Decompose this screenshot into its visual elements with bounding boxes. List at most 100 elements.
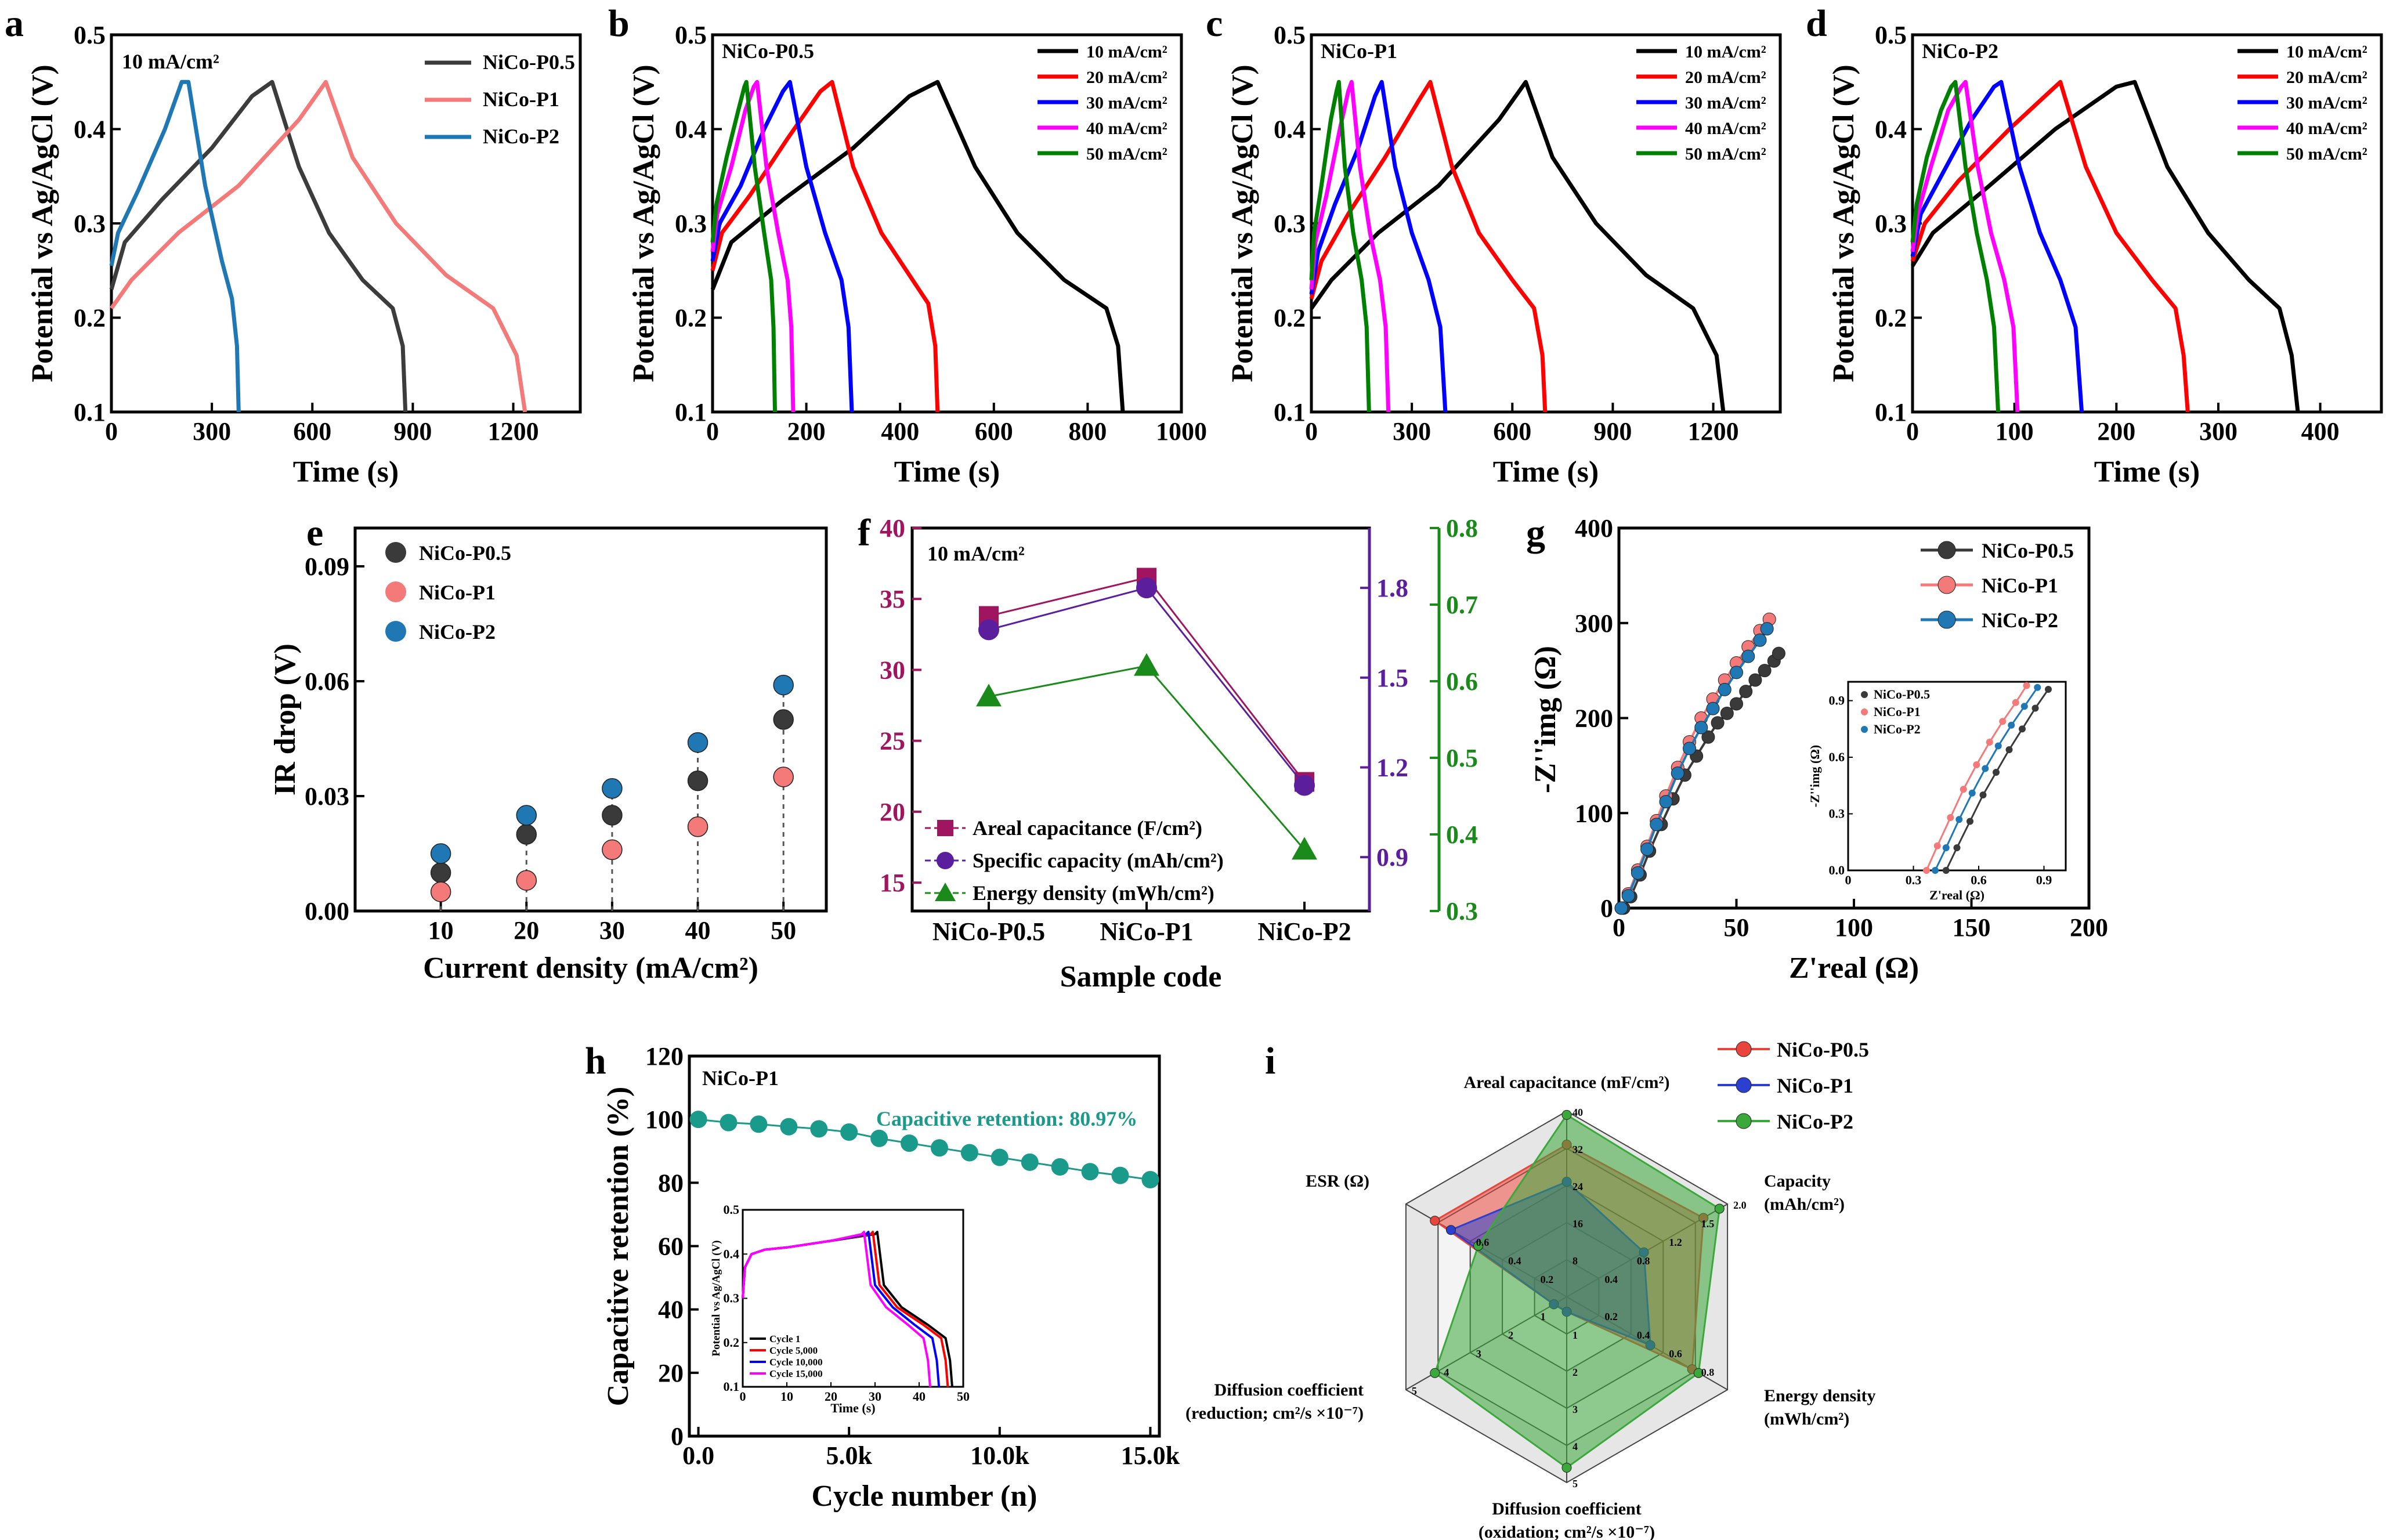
panel-f-annotation: 10 mA/cm²	[927, 542, 1025, 565]
data-point	[1720, 706, 1734, 720]
data-point	[1614, 901, 1628, 915]
x-tick-label: 10	[780, 1389, 793, 1404]
series-line	[1910, 79, 2190, 413]
panel-d-legend: 10 mA/cm² 20 mA/cm² 30 mA/cm² 40 mA/cm² 50 m…	[2237, 42, 2367, 164]
panel-c-annotation: NiCo-P1	[1321, 39, 1397, 63]
x-tick-label: 800	[1068, 417, 1107, 446]
data-point	[1021, 1153, 1039, 1171]
data-point	[602, 778, 623, 799]
data-point	[750, 1115, 768, 1133]
data-point	[1741, 649, 1755, 663]
data-point	[1718, 682, 1732, 696]
panel-g-ticks: 0 50 100 150 200 0 100 200 300 400	[1575, 514, 2108, 942]
legend-label: 10 mA/cm²	[2286, 42, 2367, 62]
panel-c-series	[1309, 79, 1726, 413]
y-tick-label: 20	[658, 1359, 684, 1387]
y-tick-label: 0.7	[1446, 591, 1478, 619]
y-tick-label: 0.1	[724, 1379, 740, 1394]
inset-line	[742, 1231, 931, 1387]
panel-letters: a b c d e f g h i	[5, 2, 1827, 1082]
panel-e-ylabel: IR drop (V)	[269, 644, 302, 796]
series-line	[110, 79, 527, 413]
y-tick-label: 0.3	[1875, 209, 1907, 238]
panel-letter-g: g	[1526, 512, 1545, 554]
inset-legend-label: Cycle 15,000	[769, 1368, 823, 1379]
y-tick-label: 60	[658, 1232, 684, 1261]
x-tick-label: 30	[599, 916, 625, 945]
y-tick-label: 0.4	[1274, 115, 1306, 144]
x-tick-label: 50	[771, 916, 796, 945]
radar-tick-label: 0.4	[1508, 1255, 1521, 1267]
x-tick-label: 0	[1906, 417, 1919, 446]
y-tick-label: 0.4	[724, 1246, 740, 1261]
series-line	[1910, 79, 2000, 413]
data-point	[687, 732, 708, 753]
radar-axis-label: Diffusion coefficient (oxidation; cm²/s ×…	[1479, 1499, 1655, 1540]
data-point	[1753, 633, 1767, 647]
panel-g-inset: 0 0.3 0.6 0.9 0.0 0.3 0.6 0.9 NiCo-P0.5 NiCo-P1 Ni…	[1808, 682, 2052, 902]
y-tick-label: 20	[880, 798, 905, 826]
radar-axis-label-line: (reduction; cm²/s ×10⁻⁷)	[1185, 1404, 1364, 1423]
data-point	[773, 674, 794, 696]
data-point	[901, 1134, 919, 1152]
legend-label: NiCo-P0.5	[419, 541, 511, 565]
data-point	[602, 839, 623, 861]
data-point	[1772, 646, 1785, 660]
y-tick-label: 0.5	[74, 21, 106, 49]
radar-tick-label: 0.6	[1476, 1237, 1490, 1248]
y-tick-label: 120	[645, 1042, 684, 1071]
radar-tick-label: 1.2	[1669, 1237, 1682, 1248]
legend-marker	[937, 852, 954, 869]
x-tick-label: 0	[1613, 913, 1625, 942]
data-point	[1694, 721, 1708, 735]
y-tick-label: 0.00	[305, 897, 349, 926]
panel-e-frame	[353, 526, 828, 913]
y-tick-label: 0.09	[305, 552, 349, 581]
data-point	[430, 881, 451, 902]
y-tick-label: 0.5	[675, 21, 707, 49]
x-tick-label: 0	[1305, 417, 1318, 446]
panel-g-inset-frame	[1847, 681, 2067, 872]
data-point	[1134, 653, 1159, 676]
panel-d-series	[1910, 79, 2300, 413]
data-point	[991, 1148, 1008, 1166]
legend-label: NiCo-P0.5	[1982, 539, 2074, 562]
data-point	[1739, 685, 1753, 699]
radar-tick-label: 3	[1476, 1348, 1481, 1360]
panel-f-series	[976, 567, 1317, 860]
legend-marker	[1736, 1113, 1752, 1129]
legend-label: 50 mA/cm²	[1685, 144, 1766, 164]
data-point	[810, 1120, 828, 1138]
panel-d-xlabel: Time (s)	[2094, 456, 2200, 489]
series-line	[710, 79, 854, 413]
data-point	[602, 805, 623, 826]
legend-marker	[1937, 541, 1956, 559]
panel-h-series	[689, 1111, 1159, 1189]
panel-c-ticks: 0 300 600 900 1200 0.1 0.2 0.3 0.4 0.5	[1274, 21, 1739, 446]
inset-legend-marker	[1861, 691, 1868, 698]
legend-label: NiCo-P2	[1777, 1110, 1853, 1133]
radar-axis-label: Energy density (mWh/cm²)	[1764, 1386, 1876, 1429]
panel-f-legend: Areal capacitance (F/cm²) Specific capaci…	[925, 816, 1224, 905]
legend-label: Energy density (mWh/cm²)	[973, 881, 1214, 905]
legend-marker	[385, 621, 406, 642]
legend-label: 10 mA/cm²	[1086, 42, 1167, 62]
y-tick-label: 80	[658, 1169, 684, 1197]
y-tick-label: 15	[880, 869, 905, 897]
radar-point	[1445, 1225, 1456, 1235]
inset-legend-label: NiCo-P0.5	[1874, 687, 1930, 702]
legend-label: NiCo-P0.5	[1777, 1038, 1869, 1061]
panel-i: 8162432400.40.81.21.52.00.20.40.60.81234…	[1185, 1038, 1876, 1540]
legend-label: 10 mA/cm²	[1685, 42, 1766, 62]
data-point	[1292, 837, 1317, 860]
y-tick-label: 0.3	[724, 1291, 740, 1306]
legend-label: 50 mA/cm²	[2286, 144, 2367, 164]
data-point	[1659, 795, 1673, 809]
panel-d: 0 100 200 300 400 0.1 0.2 0.3 0.4 0.5 Time (s) Po…	[1827, 21, 2383, 489]
data-point	[870, 1129, 888, 1147]
x-tick-label: 300	[1393, 417, 1431, 446]
legend-label: 30 mA/cm²	[2286, 93, 2367, 113]
panel-c: 0 300 600 900 1200 0.1 0.2 0.3 0.4 0.5 Time (s) P…	[1226, 21, 1782, 489]
legend-marker	[937, 820, 953, 836]
